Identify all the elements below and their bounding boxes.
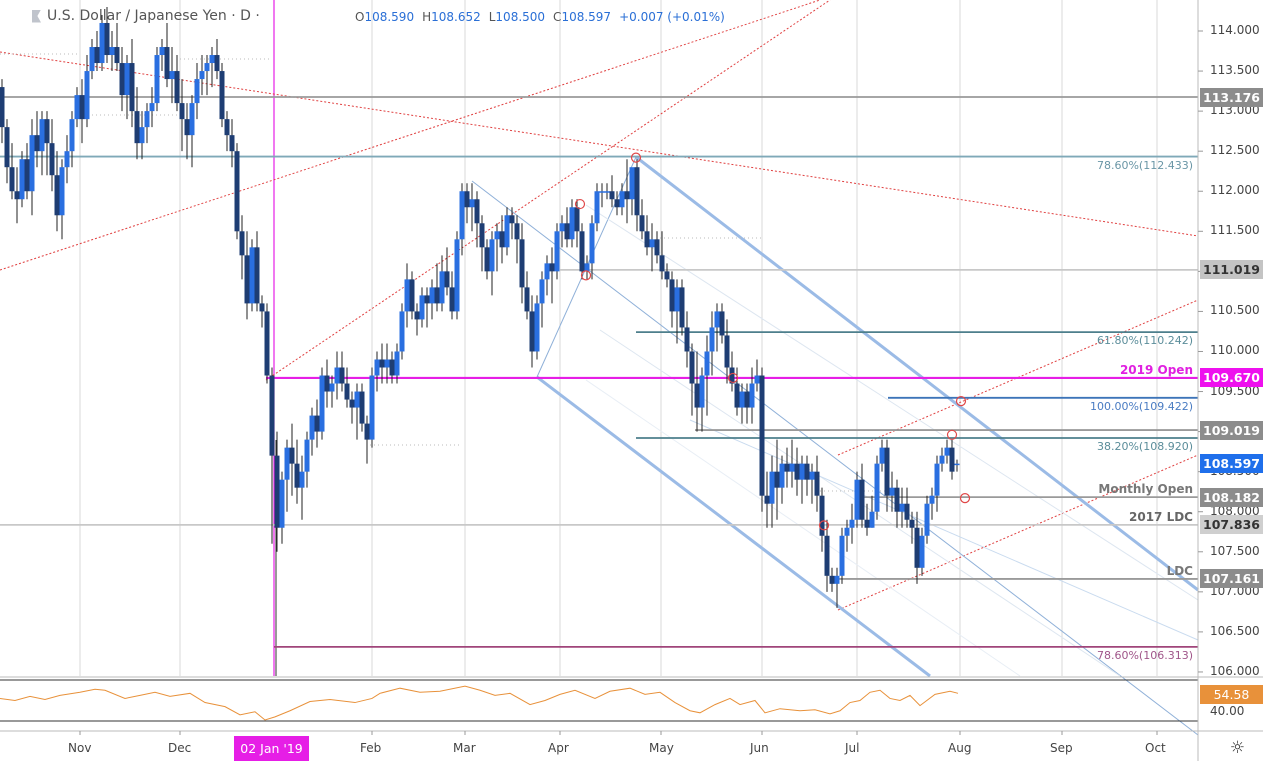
time-tick: Feb bbox=[360, 741, 382, 755]
price-tick: 106.500 bbox=[1210, 623, 1260, 638]
trendlines bbox=[0, 0, 1199, 736]
price-tag: 109.670 bbox=[1200, 368, 1263, 388]
price-tick: 110.000 bbox=[1210, 343, 1260, 358]
rsi-value-tag: 54.58 bbox=[1200, 685, 1263, 704]
collapse-flag-icon[interactable] bbox=[32, 9, 41, 23]
symbol-header[interactable]: U.S. Dollar / Japanese Yen · D · bbox=[32, 8, 260, 24]
axes bbox=[79, 0, 1203, 761]
price-tick: 110.500 bbox=[1210, 303, 1260, 318]
annotation-circles bbox=[574, 152, 971, 531]
ohlc-field: O108.590 bbox=[355, 10, 415, 24]
time-tick: Nov bbox=[68, 741, 92, 755]
time-tick: Jun bbox=[750, 741, 769, 755]
level-label: 38.20%(108.920) bbox=[1096, 440, 1193, 453]
rsi-tick: 40.00 bbox=[1210, 704, 1245, 718]
ohlc-field: L108.500 bbox=[488, 10, 546, 24]
grid-lines bbox=[79, 0, 1158, 676]
price-tick: 106.000 bbox=[1210, 663, 1260, 678]
ohlc-field: C108.597 bbox=[553, 10, 612, 24]
level-label: 2019 Open bbox=[1119, 362, 1193, 377]
time-tick: Apr bbox=[548, 741, 569, 755]
symbol-title: U.S. Dollar / Japanese Yen · D · bbox=[47, 8, 260, 24]
price-tag: 111.019 bbox=[1200, 260, 1263, 280]
gear-icon[interactable]: ☼ bbox=[1229, 738, 1245, 758]
price-tick: 108.000 bbox=[1210, 503, 1260, 518]
candlestick-series bbox=[0, 6, 960, 608]
time-tick: Mar bbox=[453, 741, 476, 755]
price-tick: 107.500 bbox=[1210, 543, 1260, 558]
time-tick: Sep bbox=[1050, 741, 1073, 755]
level-label: 100.00%(109.422) bbox=[1089, 399, 1193, 413]
price-tick: 112.500 bbox=[1210, 143, 1260, 158]
time-tick: May bbox=[649, 741, 674, 755]
level-label: 78.60%(112.433) bbox=[1096, 158, 1193, 172]
level-label: LDC bbox=[1166, 563, 1193, 578]
time-tick: Oct bbox=[1145, 741, 1166, 755]
price-tag: 108.182 bbox=[1200, 487, 1263, 507]
ohlc-field: H108.652 bbox=[422, 10, 481, 24]
time-tick: Aug bbox=[948, 741, 972, 755]
price-tick: 111.500 bbox=[1210, 223, 1260, 238]
price-tag: 113.176 bbox=[1200, 87, 1263, 107]
price-tag: 107.836 bbox=[1200, 515, 1263, 535]
price-tag: 107.161 bbox=[1200, 569, 1263, 589]
level-label: Monthly Open bbox=[1098, 482, 1193, 497]
ohlc-readout: O108.590 H108.652 L108.500 C108.597 +0.007 (… bbox=[355, 10, 725, 24]
ohlc-field: +0.007 (+0.01%) bbox=[619, 10, 725, 24]
price-tick: 112.000 bbox=[1210, 183, 1260, 198]
level-label: 78.60%(106.313) bbox=[1096, 648, 1193, 662]
time-tick: Dec bbox=[168, 741, 192, 755]
price-tick: 114.000 bbox=[1210, 23, 1260, 37]
price-tag: 109.019 bbox=[1200, 420, 1263, 440]
rsi-pane bbox=[0, 676, 1263, 732]
level-label: 61.80%(110.242) bbox=[1096, 334, 1193, 348]
level-label: 2017 LDC bbox=[1129, 509, 1193, 524]
price-tag: 108.597 bbox=[1200, 454, 1263, 474]
price-tick: 113.500 bbox=[1210, 63, 1260, 78]
price-tick: 113.000 bbox=[1210, 103, 1260, 118]
crosshair-date-tag: 02 Jan '19 bbox=[234, 736, 309, 761]
time-tick: Jul bbox=[845, 741, 860, 755]
